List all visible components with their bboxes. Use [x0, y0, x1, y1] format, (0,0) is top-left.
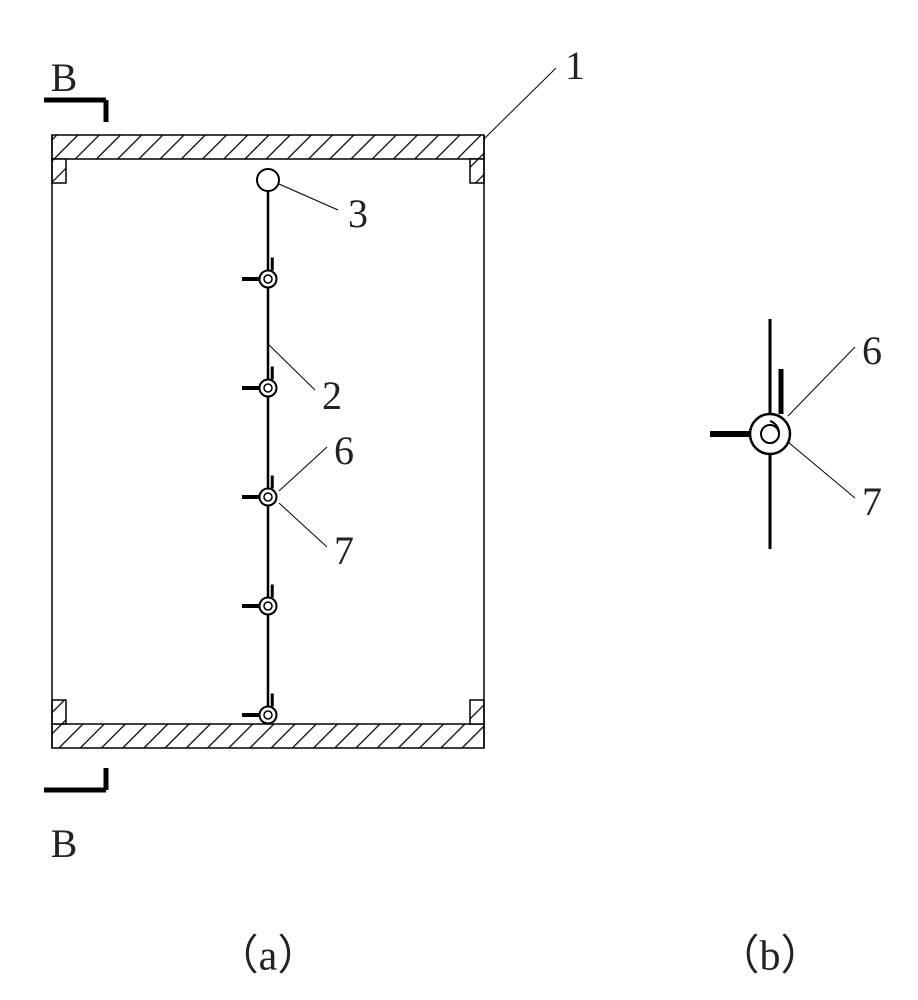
caption-b: （b） — [717, 934, 822, 980]
leader-line — [788, 442, 855, 498]
hinge-inner — [264, 602, 272, 610]
caption-a: （a） — [217, 934, 320, 980]
callout-label: 1 — [565, 43, 585, 88]
section-mark: B — [44, 55, 106, 122]
hinge-inner — [264, 711, 272, 719]
figure-a: 1 2 3 6 7 B B （a） — [44, 43, 585, 979]
leader-line — [279, 503, 327, 547]
callout-label: 6 — [334, 428, 354, 473]
callout-label: 3 — [348, 191, 368, 236]
svg-text:B: B — [51, 55, 78, 100]
callout-label: 7 — [334, 528, 354, 573]
callout-label: 7 — [862, 479, 882, 524]
channel-wall — [52, 724, 484, 748]
channel-wall — [52, 135, 484, 159]
section-mark: B — [44, 768, 106, 866]
leader-line — [279, 447, 327, 491]
hinge-inner — [264, 275, 272, 283]
figure-b: 6 7 （b） — [710, 319, 882, 980]
svg-text:B: B — [51, 821, 78, 866]
pivot-circle — [257, 169, 279, 191]
leader-line — [484, 68, 556, 139]
leader-line — [279, 184, 338, 210]
channel-lip — [52, 700, 66, 724]
hinge-inner-b — [761, 425, 779, 443]
channel-lip — [52, 159, 66, 183]
leader-line — [788, 347, 855, 416]
callout-label: 2 — [322, 373, 342, 418]
channel-lip — [470, 159, 484, 183]
hinge-inner — [264, 493, 272, 501]
callout-label: 6 — [862, 328, 882, 373]
hinge-inner — [264, 384, 272, 392]
channel-lip — [470, 700, 484, 724]
